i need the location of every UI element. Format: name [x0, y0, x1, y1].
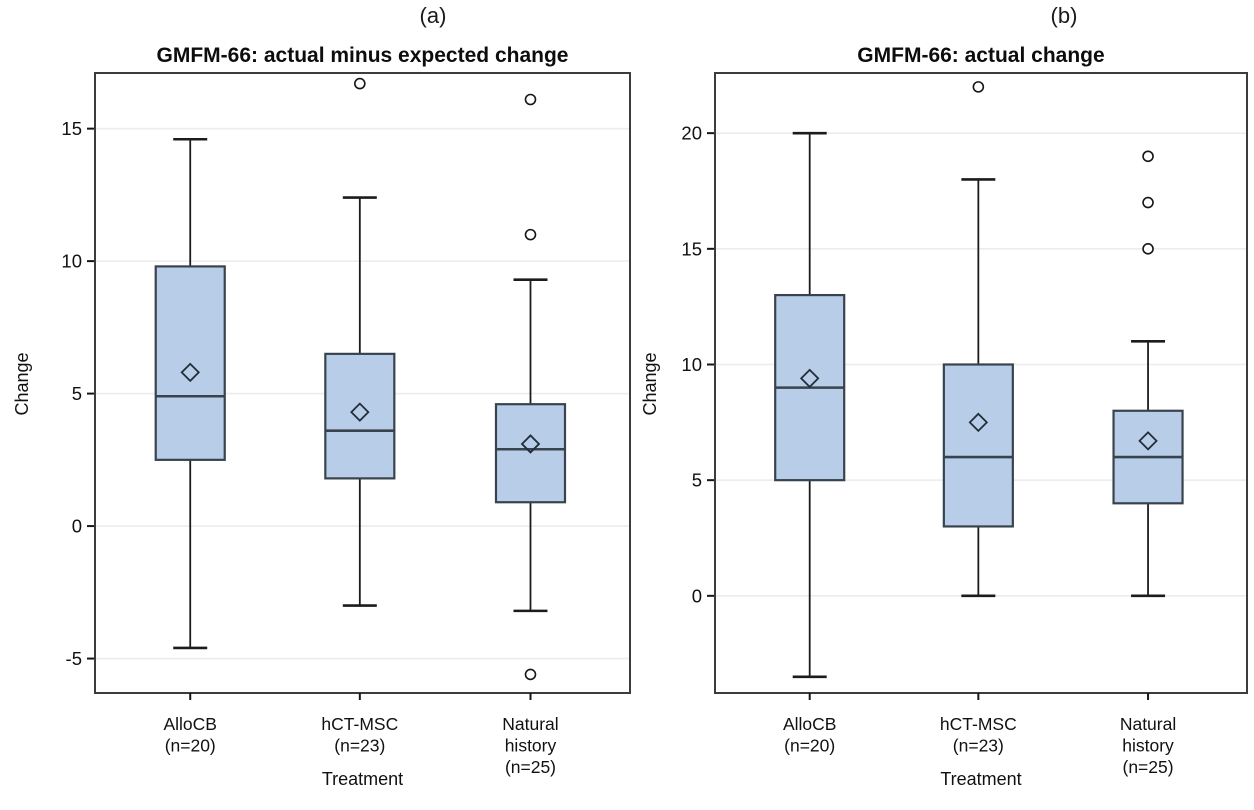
mean-diamond: [180, 362, 201, 383]
y-tick-label: 10: [681, 354, 702, 375]
plot-border: [94, 72, 631, 694]
outlier-point: [524, 93, 537, 106]
category-label: hCT-MSC (n=23): [321, 714, 398, 756]
y-tick-label: 10: [61, 251, 82, 272]
outlier-point: [354, 77, 366, 90]
category-label: AlloCB (n=20): [163, 714, 217, 756]
panel-b-y-axis-label: Change: [640, 352, 660, 416]
mean-diamond: [1138, 431, 1158, 451]
iqr-box: [324, 352, 396, 480]
panel-b-title: GMFM-66: actual change: [857, 44, 1105, 67]
y-tick-label: 15: [61, 118, 82, 139]
panel-a-letter: (a): [419, 3, 447, 28]
outlier-point: [524, 668, 537, 681]
mean-diamond: [799, 368, 820, 389]
outlier-point: [1142, 150, 1154, 163]
panel-a-y-axis-label: Change: [12, 352, 32, 416]
category-label: Natural history (n=25): [502, 714, 558, 777]
panel-a-x-axis-label: Treatment: [321, 769, 404, 789]
panel-b-letter: (b): [1050, 3, 1078, 28]
category-label: AlloCB (n=20): [783, 714, 837, 756]
outlier-point: [972, 81, 985, 93]
y-tick-label: 15: [681, 238, 702, 259]
mean-diamond: [350, 402, 370, 422]
panel-a-title: GMFM-66: actual minus expected change: [156, 44, 569, 67]
outlier-point: [1142, 196, 1154, 209]
panel-b: 0 5 10 15 20 AlloCB (n=20) hCT-MSC (n=23) Natural…: [681, 72, 1248, 777]
category-label: Natural history (n=25): [1120, 714, 1176, 777]
y-tick-label: 0: [692, 585, 702, 606]
mean-diamond: [968, 412, 989, 433]
mean-diamond: [520, 434, 541, 454]
plot-border: [714, 72, 1248, 694]
y-tick-label: 20: [681, 123, 702, 144]
outlier-point: [524, 228, 537, 241]
y-tick-label: 5: [692, 470, 702, 491]
category-label: hCT-MSC (n=23): [940, 714, 1017, 756]
y-tick-label: 5: [72, 383, 82, 404]
iqr-box: [942, 363, 1014, 528]
y-tick-label: 0: [72, 516, 82, 537]
y-tick-label: -5: [66, 648, 82, 669]
outlier-point: [1142, 243, 1154, 255]
panel-b-x-axis-label: Treatment: [940, 769, 1022, 789]
panel-a: -5 0 5 10 15 AlloCB (n=20) hCT-MSC (n=23) Natural…: [61, 72, 631, 777]
